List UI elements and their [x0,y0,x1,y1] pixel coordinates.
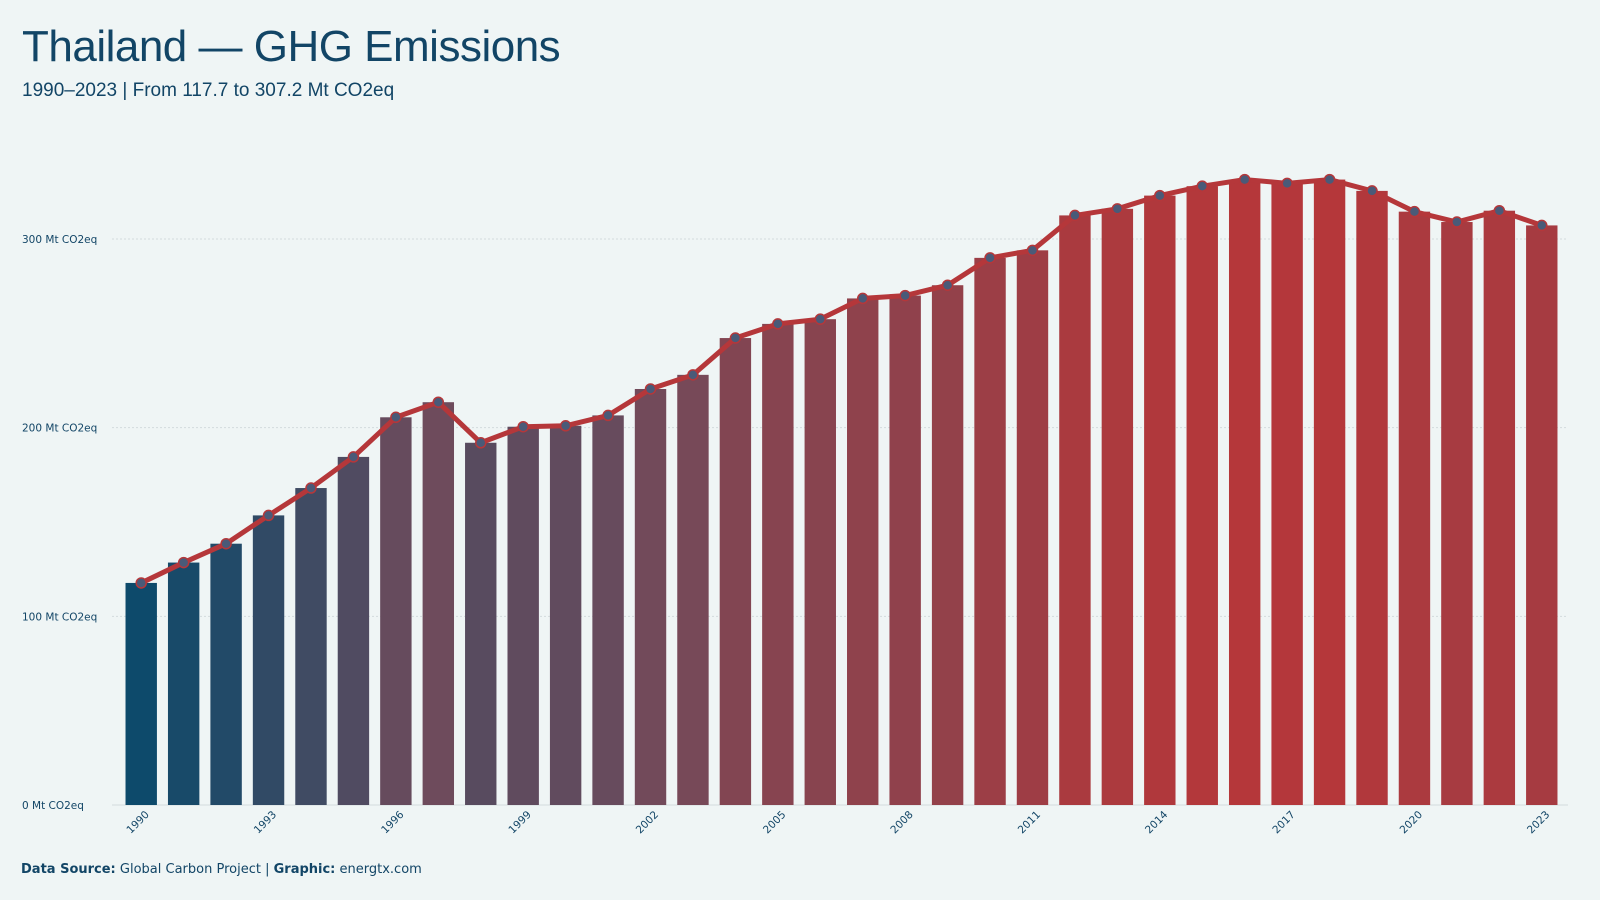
line-marker [1323,173,1336,186]
bar [931,285,964,805]
line-marker [1366,185,1378,197]
x-tick-label: 1999 [506,809,533,836]
chart-subtitle: 1990–2023 | From 117.7 to 307.2 Mt CO2eq [22,80,395,101]
bar [125,582,157,805]
y-tick-label: 300 Mt CO2eq [22,234,97,246]
line-marker [1111,203,1124,215]
bar [974,257,1006,805]
line-marker [687,369,699,381]
bar [380,417,412,805]
bar [1144,195,1176,805]
bar-bands [121,213,1562,805]
bar [1483,210,1516,805]
source-value: Global Carbon Project | [119,862,270,877]
y-tick-label: 100 Mt CO2eq [22,611,97,623]
bar [1313,179,1346,805]
line-marker [220,537,232,550]
bar [677,374,709,805]
line-marker [177,556,190,569]
line-marker [1281,177,1293,190]
line-marker [856,292,869,305]
x-axis-ticks: 1990 1993 1996 1999 2002 2005 2008 2011 2014 2017… [124,809,1552,837]
line-marker [1408,205,1421,218]
bar [252,515,285,805]
bar [422,402,455,805]
bars [125,179,1558,806]
x-tick-label: 2005 [761,809,788,836]
footer: Data Source: Global Carbon Project | Gra… [21,862,422,877]
bar [1101,208,1134,805]
x-tick-label: 2017 [1270,809,1297,836]
bar [592,415,624,805]
x-tick-label: 2014 [1143,809,1171,837]
line-marker [729,332,742,344]
bar [1059,215,1091,805]
line-marker [1451,216,1463,228]
y-tick-label: 200 Mt CO2eq [22,423,97,435]
bar [847,298,879,805]
x-tick-label: 2020 [1398,809,1425,836]
x-tick-label: 1990 [124,809,151,836]
x-tick-label: 1996 [379,809,407,837]
bar [762,323,794,805]
y-axis-ticks: 0 Mt CO2eq 100 Mt CO2eq 200 Mt CO2eq 300 Mt… [22,234,97,812]
trend-line-path [138,177,1545,586]
line-marker [262,509,275,522]
line-marker [941,279,954,291]
line-markers [135,173,1548,589]
y-tick-label: 0 Mt CO2eq [22,800,84,812]
bar [719,338,752,805]
line-marker [305,482,317,494]
source-label: Data Source: [21,862,116,877]
bar [465,442,497,805]
line-marker [1493,204,1506,217]
line-marker [814,313,827,325]
line-marker [899,289,911,302]
bar [1356,190,1388,805]
line-marker [559,420,572,432]
line-marker [517,420,529,433]
bar [1526,225,1558,805]
line-marker [984,252,996,264]
bar [507,426,539,805]
line-marker [772,318,784,330]
bar [337,456,370,805]
bar [1271,183,1303,806]
bar [1228,179,1261,805]
bar [804,319,836,805]
bar [1186,186,1218,805]
line-marker [1536,219,1548,232]
bar [889,295,921,805]
line-marker [644,383,657,395]
bar [1441,222,1473,805]
chart-title: Thailand — GHG Emissions [22,22,561,71]
line-marker [1069,209,1081,222]
bar [210,543,242,805]
graphic-value: energtx.com [339,862,422,877]
x-tick-label: 1993 [252,809,279,836]
trend-line [138,177,1545,586]
x-tick-label: 2023 [1525,809,1552,836]
line-marker [135,577,147,589]
line-marker [1238,173,1251,186]
bar [167,562,200,805]
bar [549,425,582,805]
x-tick-label: 2011 [1016,809,1043,836]
bar [1016,250,1049,805]
x-tick-label: 2002 [634,809,661,836]
line-marker [602,409,614,422]
line-marker [475,437,487,449]
graphic-label: Graphic: [273,862,336,877]
line-marker [1196,180,1208,192]
x-tick-label: 2008 [888,809,915,836]
bar [295,488,327,805]
line-marker [347,451,360,463]
line-marker [432,396,445,408]
bar [634,388,667,805]
line-marker [390,411,402,424]
bar [1398,211,1431,806]
line-marker [1154,189,1166,202]
line-marker [1026,244,1039,257]
